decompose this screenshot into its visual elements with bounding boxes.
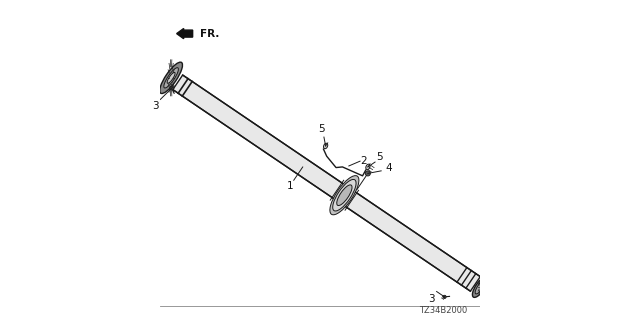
Ellipse shape — [324, 143, 328, 149]
Polygon shape — [173, 75, 480, 291]
Text: 1: 1 — [287, 180, 294, 190]
Text: 5: 5 — [318, 124, 324, 134]
Text: 3: 3 — [428, 293, 435, 304]
Circle shape — [365, 171, 371, 176]
Ellipse shape — [475, 280, 485, 294]
Ellipse shape — [366, 164, 370, 170]
Circle shape — [170, 86, 174, 90]
Ellipse shape — [164, 68, 179, 88]
Text: 5: 5 — [376, 152, 383, 162]
Ellipse shape — [337, 185, 352, 205]
Circle shape — [443, 295, 446, 299]
Text: 4: 4 — [385, 164, 392, 173]
Ellipse shape — [472, 277, 488, 297]
Ellipse shape — [167, 72, 175, 83]
Ellipse shape — [330, 176, 359, 215]
Text: FR.: FR. — [200, 28, 219, 39]
Text: 2: 2 — [360, 156, 367, 165]
Text: TZ34B2000: TZ34B2000 — [419, 306, 467, 315]
FancyArrow shape — [177, 28, 193, 39]
Ellipse shape — [333, 180, 356, 211]
Text: 3: 3 — [152, 101, 159, 111]
Ellipse shape — [160, 62, 182, 93]
